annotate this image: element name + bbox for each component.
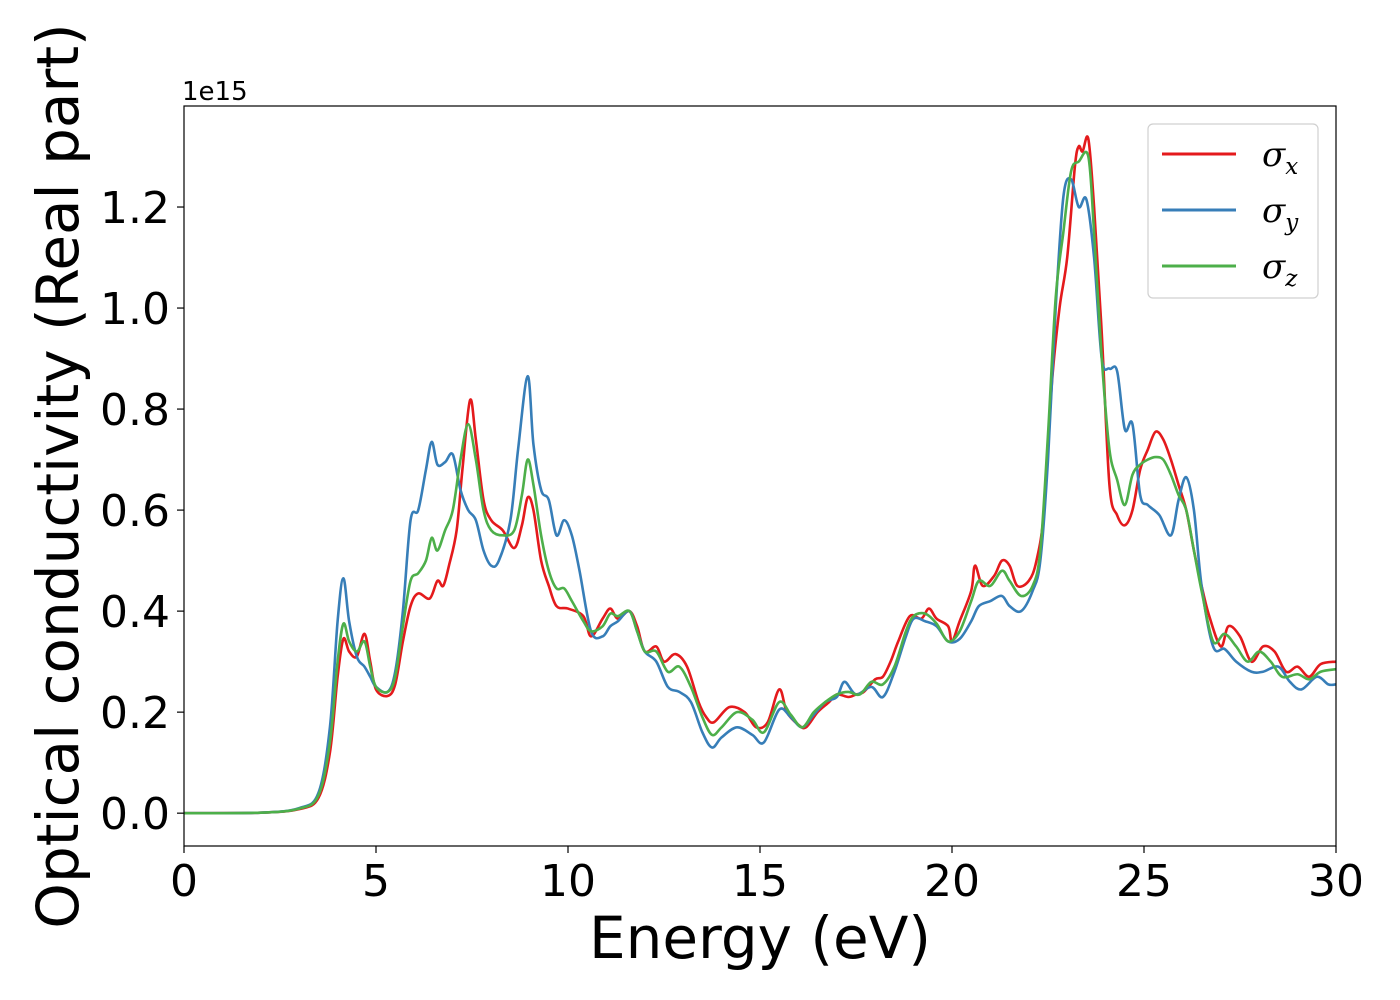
x-tick-label: 20 (924, 856, 980, 907)
legend-symbol: σ (1262, 135, 1286, 175)
x-tick-label: 10 (540, 856, 596, 907)
y-tick-label: 0.4 (100, 587, 170, 638)
x-tick-label: 15 (732, 856, 788, 907)
y-tick-label: 1.2 (100, 183, 170, 234)
x-tick-label: 30 (1308, 856, 1364, 907)
y-tick-label: 1.0 (100, 284, 170, 335)
series-layer (184, 135, 1336, 815)
legend-label-sigma-z: σz (1262, 247, 1298, 292)
legend-label-sigma-x: σx (1262, 135, 1298, 180)
y-tick-label: 0.2 (100, 688, 170, 739)
x-tick-label: 0 (170, 856, 198, 907)
legend-symbol: σ (1262, 191, 1286, 231)
x-axis-title: Energy (eV) (589, 904, 931, 972)
legend-label-sigma-y: σy (1262, 191, 1299, 236)
x-tick-label: 25 (1116, 856, 1172, 907)
legend-symbol: σ (1262, 247, 1286, 287)
y-axis-title: Optical conductivity (Real part) (24, 23, 92, 928)
y-axis: 0.0 0.2 0.4 0.6 0.8 1.0 1.2 (100, 183, 184, 840)
legend-subscript: z (1284, 266, 1298, 292)
x-tick-label: 5 (362, 856, 390, 907)
series-line-sigma-z (184, 150, 1336, 815)
series-line-sigma-y (184, 176, 1336, 815)
x-axis: 0 5 10 15 20 25 30 (170, 846, 1364, 907)
y-tick-label: 0.8 (100, 385, 170, 436)
y-offset-text: 1e15 (182, 77, 248, 107)
y-tick-label: 0.0 (100, 789, 170, 840)
y-tick-label: 0.6 (100, 486, 170, 537)
legend-subscript: x (1285, 154, 1298, 180)
legend-subscript: y (1284, 210, 1299, 236)
